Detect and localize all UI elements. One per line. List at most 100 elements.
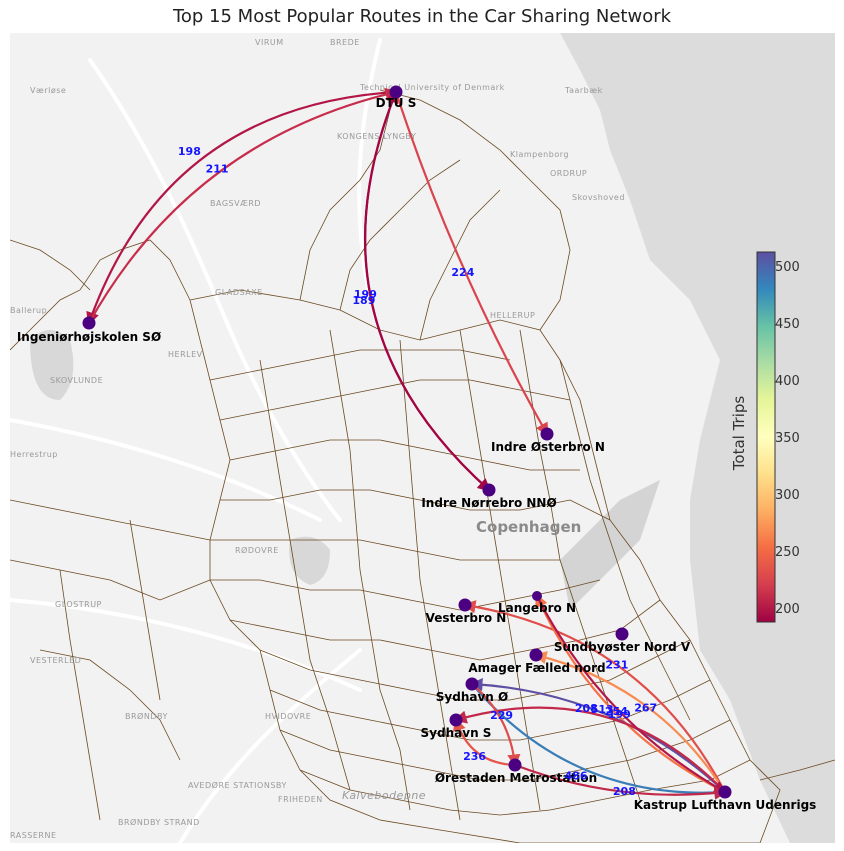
place-label-skovshoved: Skovshoved <box>572 193 625 202</box>
colorbar <box>756 251 776 623</box>
stop-label: Sydhavn S <box>421 726 492 740</box>
stop-label: DTU S <box>376 96 417 110</box>
route-trips-label: 267 <box>634 702 657 715</box>
route-trips-label: 189 <box>352 294 375 307</box>
stop-label: Indre Østerbro N <box>491 440 605 454</box>
stop-label: Sydhavn Ø <box>436 690 508 704</box>
place-label-taarbaek: Taarbæk <box>564 86 603 95</box>
place-label-glostrup: GLOSTRUP <box>55 600 102 609</box>
colorbar-title: Total Trips <box>730 395 748 471</box>
route-map[interactable]: VIRUM BREDE Værløse Technical University… <box>10 33 835 843</box>
route-trips-label: 211 <box>206 162 229 175</box>
route-labels-layer: 198 211 199 224 189 231 254 267 513 486 208 199 229 2… <box>178 145 657 798</box>
route-arc[interactable] <box>86 90 397 326</box>
route-arc[interactable] <box>514 763 728 800</box>
place-label-ordrup: ORDRUP <box>550 169 587 178</box>
route-trips-label: 231 <box>605 659 628 672</box>
stop-label: Ingeniørhøjskolen SØ <box>17 330 161 344</box>
stop-label: Langebro N <box>498 601 576 615</box>
lake-1 <box>30 330 74 400</box>
route-arc[interactable] <box>88 87 399 324</box>
route-trips-label: 199 <box>608 708 631 721</box>
stops-layer: DTU S Ingeniørhøjskolen SØ Indre Østerbro … <box>17 85 817 812</box>
stop-marker[interactable] <box>529 648 543 662</box>
colorbar-tick: 450 <box>775 317 800 332</box>
place-label-skovlunde: SKOVLUNDE <box>50 376 103 385</box>
district-boundaries <box>10 89 835 843</box>
place-label-bagsvaerd: BAGSVÆRD <box>210 199 261 208</box>
route-arc[interactable] <box>536 595 728 794</box>
route-arc[interactable] <box>452 717 516 767</box>
route-arc[interactable] <box>364 91 491 492</box>
colorbar-tick: 400 <box>775 374 800 389</box>
place-label-dtu-campus: Technical University of Denmark <box>359 83 505 92</box>
stop-marker[interactable] <box>532 591 542 601</box>
route-trips-label: 224 <box>451 266 474 279</box>
place-label-herrestrup: Herrestrup <box>10 450 58 459</box>
place-label-hellerup: HELLERUP <box>490 311 535 320</box>
stop-label: Indre Nørrebro NNØ <box>421 496 556 510</box>
chart-title: Top 15 Most Popular Routes in the Car Sh… <box>172 6 672 27</box>
place-label-herlev: HERLEV <box>168 350 203 359</box>
place-label-avedoere: AVEDØRE STATIONSBY <box>188 780 287 790</box>
routes-layer <box>86 87 728 800</box>
basemap: VIRUM BREDE Værløse Technical University… <box>10 33 835 843</box>
place-label-friheden: FRIHEDEN <box>278 795 323 804</box>
place-label-vaerloese: Værløse <box>30 86 66 95</box>
route-arc[interactable] <box>471 683 728 800</box>
stop-label: Amager Fælled nord <box>468 661 605 675</box>
stop-marker[interactable] <box>718 785 732 799</box>
place-label-ballerup: Ballerup <box>10 306 47 315</box>
place-label-rasserne: RASSERNE <box>10 831 57 840</box>
colorbar-tick: 500 <box>775 260 800 275</box>
harbour-channel <box>560 480 660 610</box>
route-trips-label: 208 <box>613 785 636 798</box>
stop-marker[interactable] <box>615 627 629 641</box>
colorbar-tick: 200 <box>775 602 800 617</box>
place-label-brede: BREDE <box>330 38 360 47</box>
colorbar-tick: 250 <box>775 545 800 560</box>
route-trips-label: 254 <box>605 705 628 718</box>
route-trips-label: 229 <box>490 709 513 722</box>
place-label-klampenborg: Klampenborg <box>510 150 569 159</box>
route-trips-label: 199 <box>354 288 377 301</box>
route-arc[interactable] <box>469 678 726 793</box>
stop-label: Vesterbro N <box>426 611 507 625</box>
place-label-hvidovre: HVIDOVRE <box>265 712 311 721</box>
sea-area <box>560 33 835 843</box>
colorbar-tick: 300 <box>775 488 800 503</box>
colorbar-gradient <box>756 251 776 623</box>
city-label: Copenhagen <box>476 518 581 536</box>
stop-marker[interactable] <box>508 758 522 772</box>
place-label-kalvebodерne: Kalvebodерne <box>342 789 426 802</box>
stop-label: Kastrup Lufthavn Udenrigs <box>634 798 817 812</box>
stop-marker[interactable] <box>82 316 96 330</box>
stop-marker[interactable] <box>449 713 463 727</box>
highways <box>10 38 382 843</box>
route-trips-label: 486 <box>565 770 588 783</box>
route-arc[interactable] <box>535 593 726 793</box>
stop-label: Ørestaden Metrostation <box>435 771 597 785</box>
stop-marker[interactable] <box>389 85 403 99</box>
stop-marker[interactable] <box>465 677 479 691</box>
route-arc[interactable] <box>462 600 726 793</box>
place-label-roedovre: RØDOVRE <box>235 545 279 555</box>
route-arc[interactable] <box>471 683 521 768</box>
route-trips-label: 208 <box>575 702 598 715</box>
route-trips-label: 513 <box>591 703 614 716</box>
place-label-broendby: BRØNDBY <box>125 711 168 721</box>
stop-marker[interactable] <box>458 598 472 612</box>
place-label-vesterled: VESTERLED <box>30 656 81 665</box>
stop-marker[interactable] <box>540 427 554 441</box>
route-trips-label: 198 <box>178 145 201 158</box>
stop-label: Sundbyøster Nord V <box>554 640 691 654</box>
place-label-lyngby: KONGENS LYNGBY <box>337 132 416 141</box>
stop-marker[interactable] <box>482 483 496 497</box>
route-trips-label: 236 <box>463 750 486 763</box>
route-arc[interactable] <box>394 91 549 437</box>
route-arc[interactable] <box>533 651 726 793</box>
place-label-broendby-strand: BRØNDBY STRAND <box>118 817 200 827</box>
place-label-gladsaxe: GLADSAXE <box>215 288 263 297</box>
place-names: VIRUM BREDE Værløse Technical University… <box>10 38 625 840</box>
colorbar-tick: 350 <box>775 431 800 446</box>
